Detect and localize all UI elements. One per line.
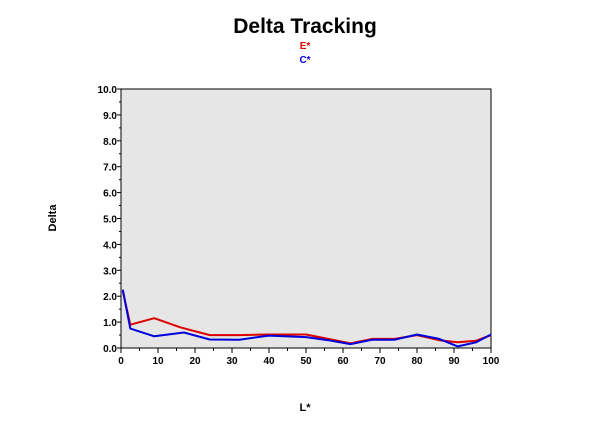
y-tick-label: 2.0 <box>103 292 117 303</box>
x-tick-label: 10 <box>152 356 164 367</box>
x-tick-label: 60 <box>337 356 349 367</box>
y-tick-label: 5.0 <box>103 215 117 226</box>
y-tick-label: 3.0 <box>103 266 117 277</box>
x-tick-label: 100 <box>483 356 500 367</box>
y-tick-label: 9.0 <box>103 111 117 122</box>
x-tick-label: 40 <box>263 356 275 367</box>
y-tick-label: 10.0 <box>98 85 118 96</box>
x-tick-label: 80 <box>411 356 423 367</box>
series-layer <box>121 289 492 348</box>
y-tick-label: 4.0 <box>103 240 117 251</box>
plot-area <box>120 88 492 349</box>
y-axis-label: Delta <box>47 204 59 232</box>
x-tick-label: 90 <box>448 356 460 367</box>
y-tick-label: 1.0 <box>103 318 117 329</box>
x-tick-label: 0 <box>118 356 124 367</box>
chart-title: Delta Tracking <box>233 15 377 38</box>
y-tick-label: 6.0 <box>103 189 117 200</box>
x-tick-label: 70 <box>374 356 386 367</box>
y-tick-label: 0.0 <box>103 344 117 355</box>
y-axis: 0.0 1.0 2.0 3.0 4.0 5.0 6.0 7.0 8.0 9.0 10.0 <box>98 85 121 355</box>
y-tick-label: 8.0 <box>103 137 117 148</box>
legend: E* C* <box>299 41 310 66</box>
x-axis: 0 10 20 30 40 50 60 70 80 90 100 <box>118 348 500 367</box>
legend-entry-1: E* <box>300 41 311 52</box>
y-tick-label: 7.0 <box>103 163 117 174</box>
legend-entry-2: C* <box>299 55 310 66</box>
x-tick-label: 30 <box>226 356 238 367</box>
x-tick-label: 20 <box>189 356 201 367</box>
x-tick-label: 50 <box>300 356 312 367</box>
series-line-2 <box>121 289 492 348</box>
x-axis-label: L* <box>300 402 312 414</box>
